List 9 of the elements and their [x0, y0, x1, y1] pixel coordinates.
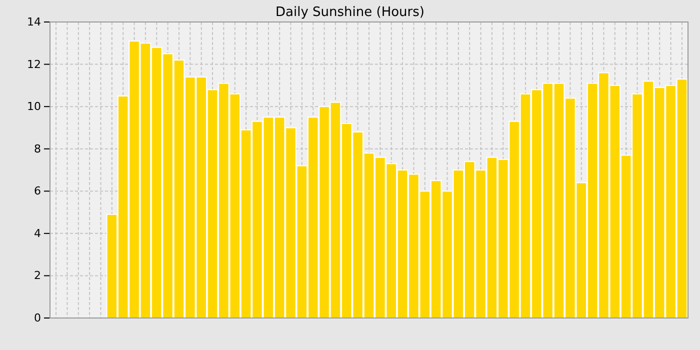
y-tick-label: 2	[34, 269, 41, 282]
y-tick-label: 14	[27, 16, 41, 29]
chart-title: Daily Sunshine (Hours)	[276, 5, 424, 20]
y-tick-label: 4	[34, 226, 41, 240]
y-tick-label: 0	[34, 312, 41, 325]
y-tick-label: 12	[27, 58, 41, 71]
y-tick-label: 6	[34, 184, 41, 198]
y-tick-label: 8	[34, 142, 41, 156]
y-tick-label: 10	[27, 100, 41, 114]
